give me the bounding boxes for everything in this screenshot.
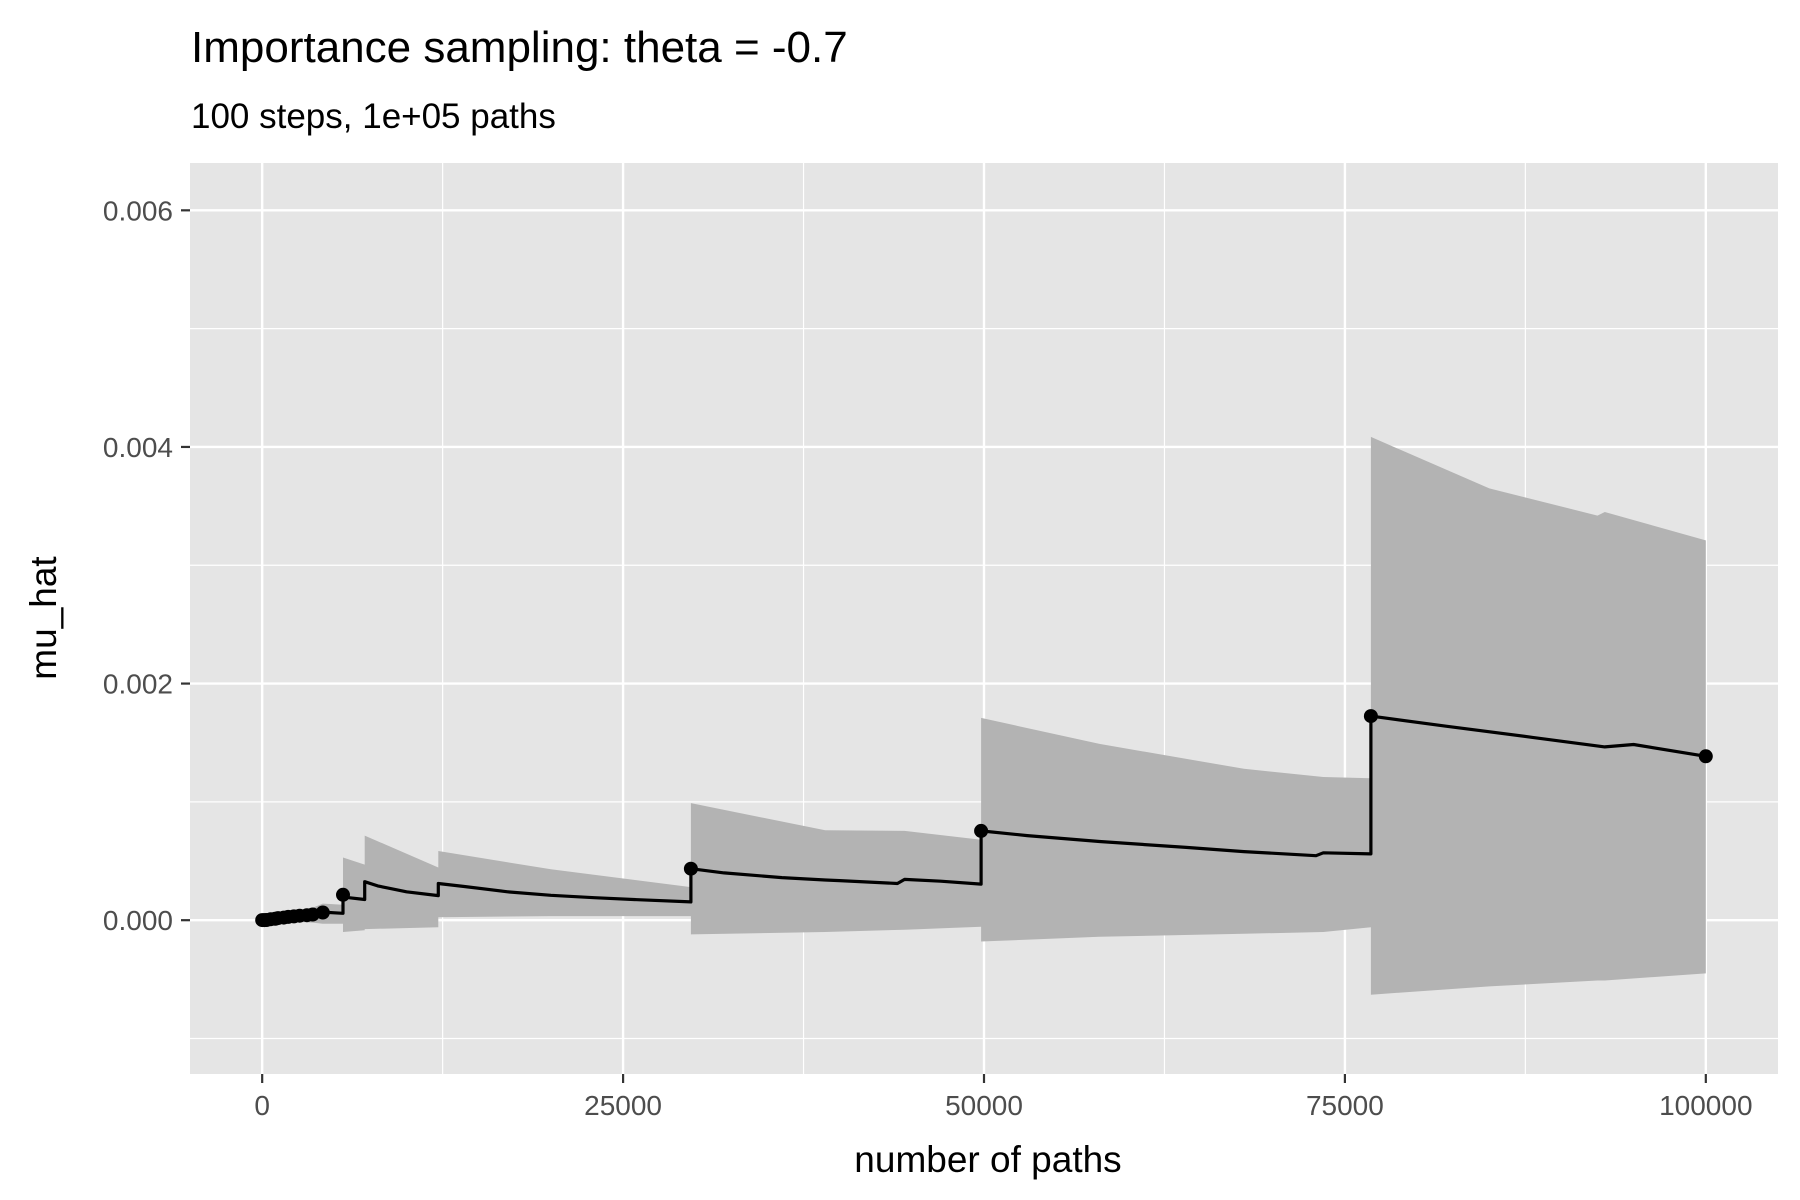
estimate-marker — [336, 887, 350, 902]
chart-title: Importance sampling: theta = -0.7 — [191, 23, 848, 72]
y-axis-title: mu_hat — [23, 556, 64, 680]
x-tick-label: 50000 — [945, 1090, 1023, 1121]
estimate-marker — [315, 905, 330, 920]
x-tick-label: 75000 — [1306, 1090, 1384, 1121]
estimate-marker — [1363, 709, 1378, 724]
y-tick-label: 0.004 — [103, 432, 173, 463]
x-axis: 0 25000 50000 75000 100000 — [254, 1074, 1753, 1121]
y-axis: 0.000 0.002 0.004 0.006 — [103, 195, 190, 936]
estimate-marker — [683, 861, 698, 876]
chart-subtitle: 100 steps, 1e+05 paths — [191, 97, 556, 136]
x-tick-label: 25000 — [584, 1090, 662, 1121]
x-axis-title: number of paths — [854, 1139, 1121, 1180]
confidence-band — [262, 436, 1706, 995]
x-tick-label: 0 — [254, 1090, 270, 1121]
estimate-marker — [974, 823, 989, 838]
y-tick-label: 0.002 — [103, 669, 173, 700]
marker-layer — [255, 709, 1713, 928]
x-tick-label: 100000 — [1659, 1090, 1752, 1121]
y-tick-label: 0.000 — [103, 905, 173, 936]
estimate-marker — [1698, 749, 1713, 764]
confidence-band-layer — [262, 436, 1706, 995]
y-tick-label: 0.006 — [103, 195, 173, 226]
